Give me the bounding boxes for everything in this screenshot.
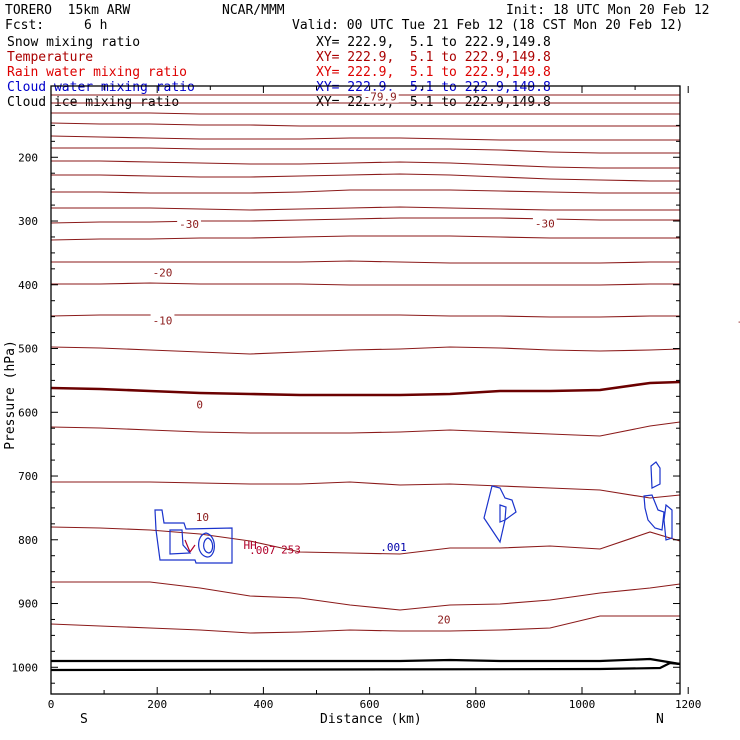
contour-label-bg	[734, 315, 740, 328]
rain-annotation: 253	[281, 543, 301, 556]
cloud-water-contour	[154, 509, 233, 564]
y-axis-label: Pressure (hPa)	[3, 340, 18, 450]
y-tick-label: 500	[18, 343, 38, 356]
cloud-water-contour	[198, 532, 215, 558]
forecast-label: Fcst:	[5, 18, 45, 33]
legend-temperature-label: Temperature	[7, 50, 94, 65]
temperature-contour-line	[50, 135, 680, 141]
cloud-water-contour	[643, 494, 665, 531]
legend-snow-label: Snow mixing ratio	[7, 35, 141, 50]
x-tick-label: 1000	[569, 698, 596, 711]
cloud-water-contour	[650, 461, 661, 489]
cloud-water-contour	[663, 503, 673, 541]
temperature-contour-label: 20	[437, 613, 450, 626]
cloud-water-contour	[499, 504, 507, 523]
temperature-contour-line	[50, 122, 680, 127]
temperature-contour-label: -20	[153, 267, 173, 280]
temperature-contour-label: -10	[737, 315, 740, 328]
contour-label-bg	[150, 266, 175, 279]
y-tick-label: 1000	[12, 661, 39, 674]
y-tick-label: 300	[18, 215, 38, 228]
temperature-contour-label: 0	[196, 399, 203, 412]
y-tick-label: 600	[18, 406, 38, 419]
temperature-contour-line	[50, 314, 680, 318]
legend-snow-xy: XY= 222.9, 5.1 to 222.9,149.8	[316, 35, 551, 50]
contour-labels: -79.9-30-30-30-20-20-20-10-10-1000010101…	[150, 90, 740, 626]
temperature-contour-line	[51, 260, 680, 264]
temperature-contour-line	[51, 160, 680, 169]
contour-label-bg	[532, 217, 557, 230]
contour-label-bg	[177, 218, 201, 231]
temperature-contour-label: -10	[153, 314, 173, 327]
y-tick-label: 900	[18, 598, 38, 611]
legend-temperature-xy: XY= 222.9, 5.1 to 222.9,149.8	[316, 50, 551, 65]
cloud-contours	[154, 461, 673, 564]
forecast-hour: 6 h	[84, 18, 108, 33]
temperature-contour-label: 10	[196, 511, 209, 524]
legend-cloud-water-label: Cloud water mixing ratio	[7, 80, 195, 95]
temperature-contour-label: -30	[535, 218, 555, 231]
temperature-contour-line	[50, 615, 680, 634]
south-label: S	[80, 712, 88, 727]
contour-label-bg	[435, 613, 453, 626]
temperature-contour-line	[51, 282, 680, 286]
x-tick-label: 0	[48, 698, 55, 711]
temperature-contour-line	[51, 173, 680, 182]
plot-frame	[50, 85, 681, 695]
x-tick-label: 600	[360, 698, 380, 711]
temperature-contour-line	[50, 235, 680, 241]
contour-label-bg	[194, 398, 205, 411]
y-tick-label: 800	[18, 534, 38, 547]
x-tick-label: 200	[147, 698, 167, 711]
model-title: TORERO 15km ARW	[5, 3, 131, 18]
legend-rain-label: Rain water mixing ratio	[7, 65, 188, 80]
cloud-water-contour	[169, 529, 192, 555]
x-tick-label: 400	[253, 698, 273, 711]
contour-label-bg	[150, 314, 175, 327]
init-time: Init: 18 UTC Mon 20 Feb 12	[506, 3, 710, 18]
temperature-contour-line	[51, 147, 680, 154]
cloud-annotation: .001	[380, 541, 407, 554]
temperature-contour-line	[51, 206, 680, 211]
zero-isotherm-line	[50, 380, 681, 397]
x-axis-label: Distance (km)	[320, 712, 422, 727]
north-label: N	[656, 712, 664, 727]
temperature-contour-line	[50, 526, 681, 555]
temperature-contour-line	[50, 217, 680, 224]
y-tick-label: 400	[18, 279, 38, 292]
temperature-contour-line	[51, 481, 681, 499]
cloud-water-contour	[203, 537, 214, 554]
temperature-contour-line	[51, 189, 680, 194]
temperature-contour-line	[51, 112, 680, 115]
contour-label-bg	[193, 510, 211, 523]
temperature-contour-label: -30	[179, 218, 199, 231]
x-tick-label: 1200	[675, 698, 702, 711]
valid-time: Valid: 00 UTC Tue 21 Feb 12 (18 CST Mon …	[292, 18, 684, 33]
temperature-contour-line	[50, 421, 681, 437]
temperature-contour-label: -79.9	[364, 91, 397, 104]
y-tick-label: 200	[18, 151, 38, 164]
x-tick-label: 800	[466, 698, 486, 711]
center-title: NCAR/MMM	[222, 3, 285, 18]
legend-rain-xy: XY= 222.9, 5.1 to 222.9,149.8	[316, 65, 551, 80]
temperature-contour-line	[50, 346, 681, 355]
y-tick-label: 700	[18, 470, 38, 483]
temperature-contour-line	[51, 581, 681, 611]
rain-annotation: .007	[249, 544, 276, 557]
rain-annotation: HH	[244, 539, 257, 552]
rain-water-contour	[184, 539, 196, 553]
contour-label-bg	[361, 90, 399, 103]
temperature-contours	[50, 94, 681, 672]
terrain-line	[51, 657, 681, 666]
plot-axes: 0200400600800100012001400160018002000200…	[12, 85, 702, 711]
surface-line	[50, 661, 681, 672]
